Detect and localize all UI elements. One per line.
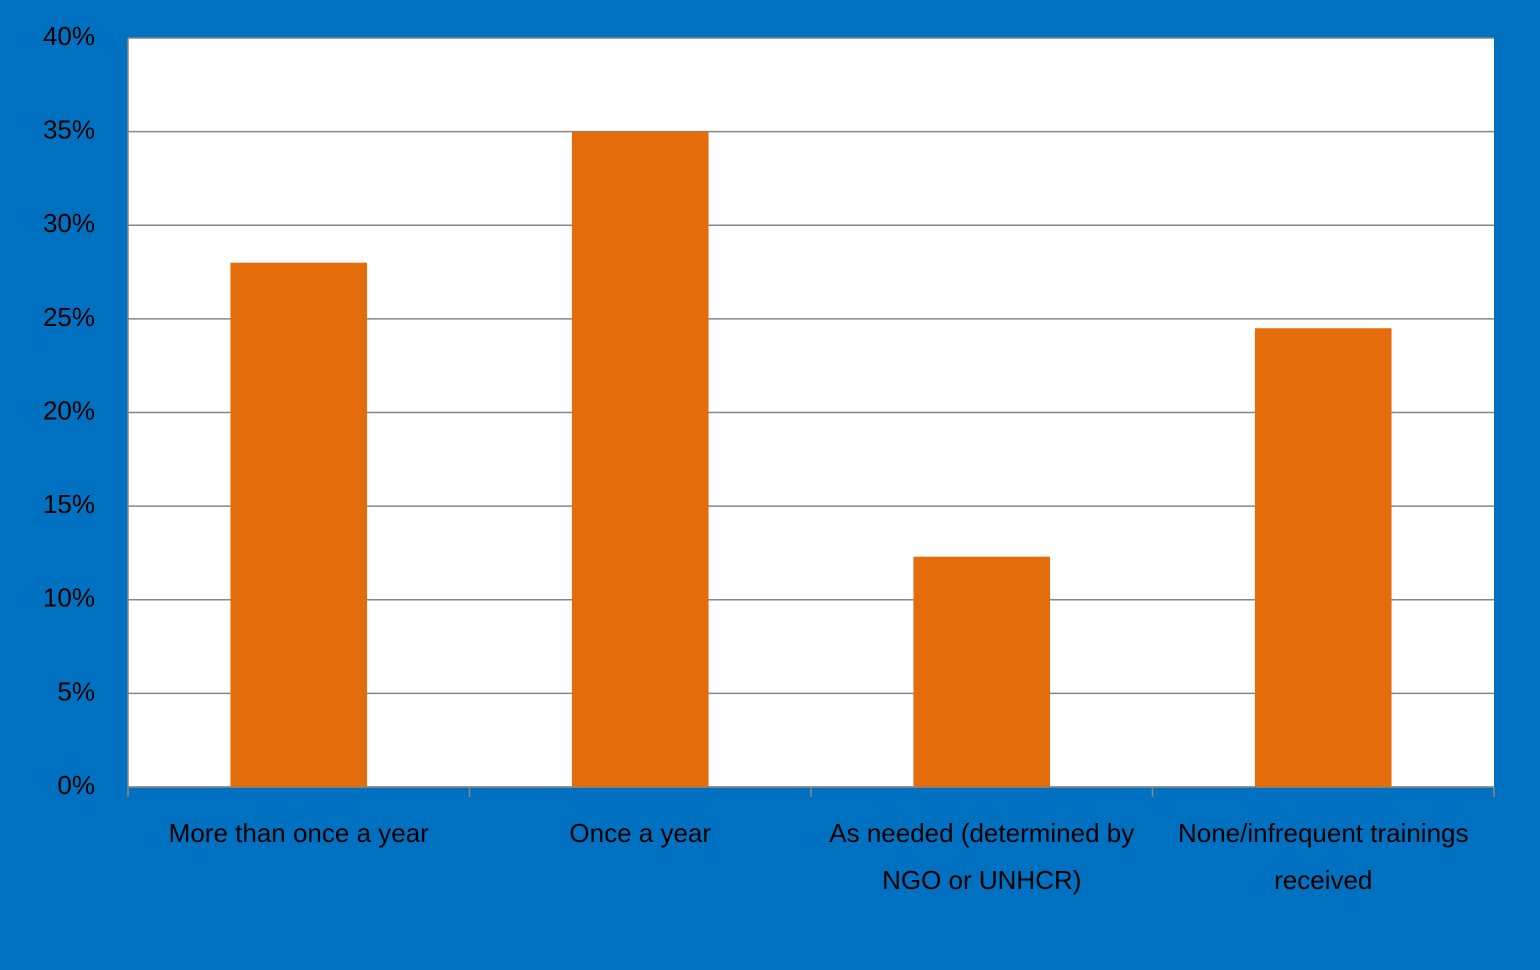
x-tick-label: More than once a year xyxy=(168,818,429,848)
y-tick-label: 20% xyxy=(43,395,95,425)
x-tick-label: As needed (determined by NGO or UNHCR) xyxy=(829,818,1135,895)
y-tick-label: 35% xyxy=(43,115,95,145)
y-tick-label: 0% xyxy=(57,770,95,800)
y-tick-label: 30% xyxy=(43,208,95,238)
bar xyxy=(571,131,709,787)
bar xyxy=(913,556,1051,787)
y-tick-label: 40% xyxy=(43,21,95,51)
bar xyxy=(230,262,368,787)
y-tick-label: 25% xyxy=(43,302,95,332)
x-tick-label: Once a year xyxy=(569,818,712,848)
x-tick-label: None/infrequent trainings received xyxy=(1177,818,1469,895)
y-tick-label: 10% xyxy=(43,583,95,613)
y-tick-label: 15% xyxy=(43,489,95,519)
bar xyxy=(1254,328,1392,787)
y-tick-label: 5% xyxy=(57,676,95,706)
